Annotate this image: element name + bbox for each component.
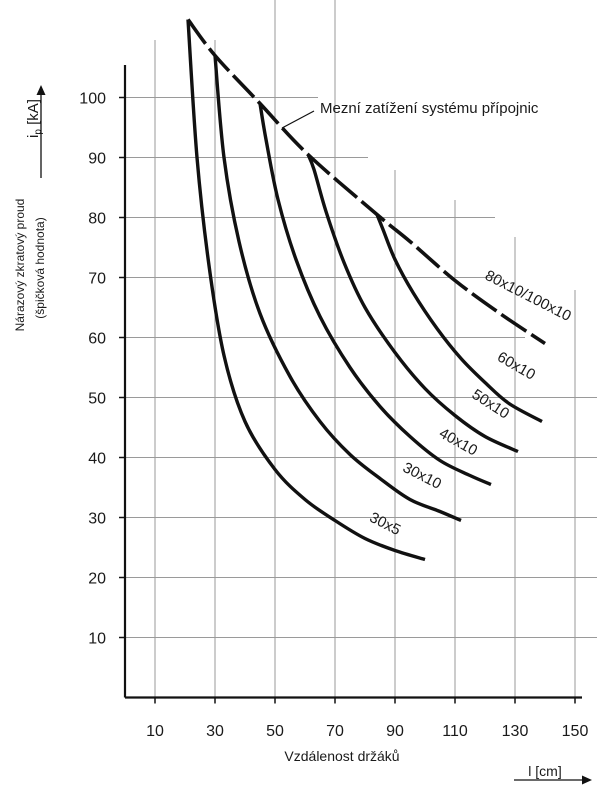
y-axis-subtitle: (špičková hodnota) (33, 217, 47, 318)
limit-curve-leader (281, 110, 315, 129)
limit-curve (186, 18, 546, 345)
y-axis-title: Nárazový zkratový proud (13, 199, 27, 332)
y-axis-unit: ip [kA] (25, 99, 44, 138)
limit-curve-label: Mezní zatížení systému přípojnic (320, 100, 539, 117)
curve-30x10 (213, 55, 462, 523)
y-tick-label-40: 40 (88, 451, 106, 468)
y-unit-arrow-head (36, 85, 46, 95)
series-label-30x10: 30x10 (400, 459, 444, 493)
y-tick-label-60: 60 (88, 331, 106, 348)
x-tick-label-90: 90 (386, 723, 404, 740)
x-tick-label-150: 150 (562, 723, 589, 740)
y-tick-label-70: 70 (88, 271, 106, 288)
x-axis-title: Vzdálenost držáků (284, 748, 399, 764)
x-tick-label-30: 30 (206, 723, 224, 740)
x-tick-label-130: 130 (502, 723, 529, 740)
x-axis-unit: l [cm] (528, 763, 561, 779)
curve-30x5 (186, 19, 426, 562)
curves (186, 18, 546, 562)
y-tick-label-30: 30 (88, 511, 106, 528)
x-unit-arrow-head (582, 775, 592, 785)
y-tick-label-100: 100 (79, 91, 106, 108)
x-tick-label-50: 50 (266, 723, 284, 740)
y-tick-label-50: 50 (88, 391, 106, 408)
x-tick-label-10: 10 (146, 723, 164, 740)
series-label-50x10: 50x10 (469, 386, 513, 423)
series-label-80x10: 80x10/100x10 (482, 267, 574, 325)
curve-50x10 (306, 153, 519, 454)
labels: 80x10/100x10 Vzdálenost držáků l [cm] Nára… (13, 85, 592, 785)
y-tick-label-80: 80 (88, 211, 106, 228)
y-tick-label-90: 90 (88, 151, 106, 168)
ticks: 10 30 50 70 90 110 130 150 10 20 30 40 50 60 70 80 90 100 (79, 91, 588, 741)
x-tick-label-70: 70 (326, 723, 344, 740)
grid (125, 0, 597, 698)
series-label-30x5: 30x5 (367, 509, 404, 539)
y-tick-label-10: 10 (88, 631, 106, 648)
x-tick-label-110: 110 (442, 723, 468, 740)
curve-60x10 (375, 213, 543, 423)
axes (123, 65, 582, 699)
series-label-60x10: 60x10 (494, 349, 538, 384)
curve-40x10 (258, 103, 492, 487)
y-tick-label-20: 20 (88, 571, 106, 588)
